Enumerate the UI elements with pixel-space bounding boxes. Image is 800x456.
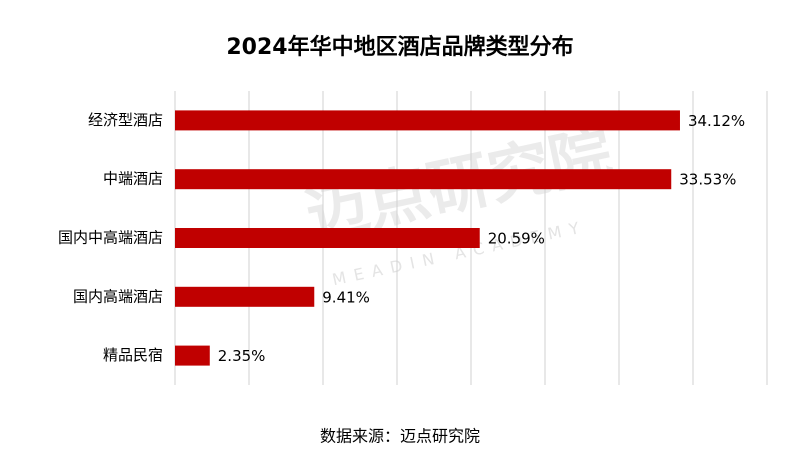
bar — [175, 169, 672, 190]
y-tick-label: 中端酒店 — [103, 170, 163, 188]
value-label: 20.59% — [488, 230, 545, 248]
value-label: 2.35% — [218, 347, 266, 365]
y-tick-label: 国内中高端酒店 — [58, 229, 163, 247]
value-label: 34.12% — [688, 112, 745, 130]
bar — [175, 286, 315, 307]
y-tick-label: 经济型酒店 — [88, 111, 163, 129]
y-tick-label: 国内高端酒店 — [73, 287, 163, 305]
bar — [175, 345, 210, 366]
bar — [175, 110, 680, 131]
source-note: 数据来源：迈点研究院 — [320, 427, 480, 446]
value-label: 9.41% — [322, 288, 370, 306]
value-label: 33.53% — [679, 171, 736, 189]
y-tick-label: 精品民宿 — [103, 346, 163, 364]
chart-title: 2024年华中地区酒店品牌类型分布 — [226, 34, 573, 60]
bar — [175, 228, 480, 248]
